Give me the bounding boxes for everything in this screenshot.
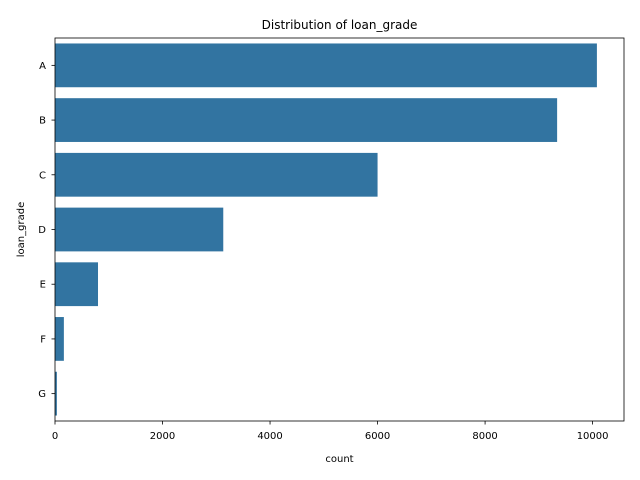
bar-f: [55, 317, 64, 361]
x-tick-label: 8000: [472, 431, 497, 442]
x-tick-label: 4000: [257, 431, 282, 442]
chart-title: Distribution of loan_grade: [262, 18, 418, 32]
x-tick-label: 2000: [150, 431, 175, 442]
x-axis-label: count: [325, 454, 353, 465]
y-tick-label: B: [39, 116, 46, 127]
x-tick-label: 10000: [577, 431, 609, 442]
y-tick-label: G: [38, 389, 46, 400]
y-tick-label: F: [40, 334, 46, 345]
y-tick-label: E: [40, 280, 46, 291]
y-tick-label: D: [38, 225, 46, 236]
bars-group: [55, 43, 597, 416]
y-tick-label: C: [39, 170, 46, 181]
bar-g: [55, 371, 57, 416]
y-axis-ticks: A B C D E F G: [38, 61, 55, 400]
bar-c: [55, 152, 378, 197]
plot-frame: [54, 37, 625, 422]
y-axis-label: loan_grade: [16, 202, 27, 257]
x-axis-ticks: 0 2000 4000 6000 8000 10000: [52, 421, 609, 442]
bar-a: [55, 43, 597, 88]
bar-d: [55, 207, 224, 252]
x-tick-label: 0: [52, 431, 58, 442]
x-tick-label: 6000: [365, 431, 390, 442]
bar-b: [55, 98, 558, 142]
y-tick-label: A: [39, 61, 46, 72]
bar-e: [55, 262, 99, 307]
